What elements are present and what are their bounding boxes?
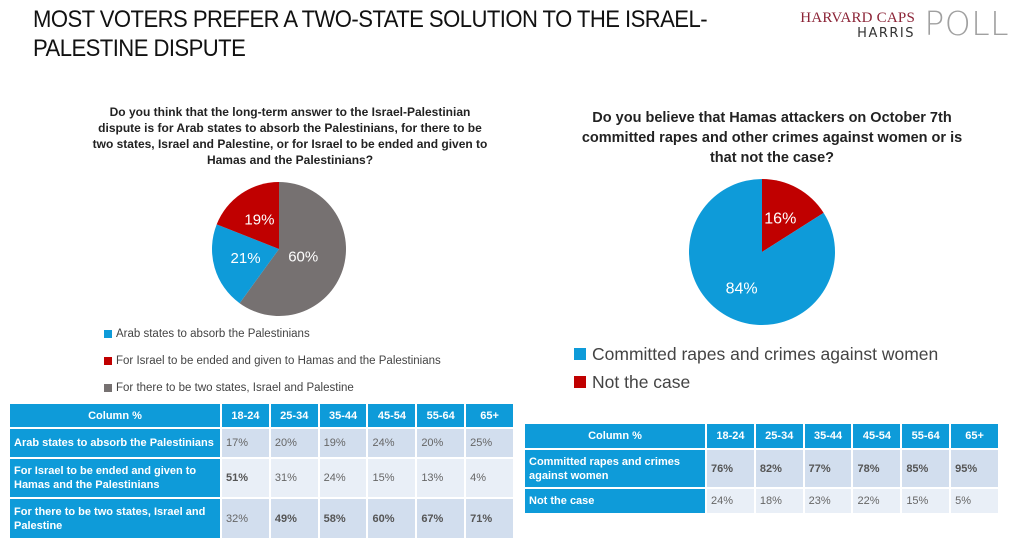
pie-slice-not-the-case (762, 179, 824, 252)
legend-item-committed: Committed rapes and crimes against women (574, 340, 938, 368)
table-header-row: Column % 18-24 25-34 35-44 45-54 55-64 6… (525, 424, 998, 448)
column-header: 35-44 (319, 404, 367, 427)
row-label: Arab states to absorb the Palestinians (10, 429, 220, 457)
logo-line-harvard-caps: HARVARD CAPS (800, 10, 915, 26)
logo-line-harris: HARRIS (857, 26, 915, 41)
table-cell: 58% (319, 499, 367, 538)
table-row: Not the case 24% 18% 23% 22% 15% 5% (525, 489, 998, 513)
table-row: For Israel to be ended and given to Hama… (10, 459, 513, 497)
legend-item-arab-states: Arab states to absorb the Palestinians (104, 320, 441, 347)
table-cell: 85% (902, 450, 950, 487)
column-header: Column % (525, 424, 705, 448)
table-cell: 24% (707, 489, 754, 513)
table-cell: 32% (222, 499, 269, 538)
legend-item-not-the-case: Not the case (574, 368, 938, 396)
row-label: For Israel to be ended and given to Hama… (10, 459, 220, 497)
table-header-row: Column % 18-24 25-34 35-44 45-54 55-64 6… (10, 404, 513, 427)
right-chart-question: Do you believe that Hamas attackers on O… (581, 110, 963, 166)
column-header: 25-34 (270, 404, 318, 427)
table-cell: 67% (417, 499, 465, 538)
pie-label-arab-states-to-absorb-the-palestinians: 21% (231, 250, 261, 267)
legend-item-israel-ended: For Israel to be ended and given to Hama… (104, 347, 441, 374)
legend-swatch-gray (104, 383, 112, 392)
column-header: 18-24 (707, 424, 754, 448)
pie-label-not-the-case: 16% (764, 210, 796, 227)
harvard-caps-harris-poll-logo: HARVARD CAPS HARRIS POLL (800, 4, 1015, 46)
column-header: 18-24 (222, 404, 269, 427)
right-chart-legend: Committed rapes and crimes against women… (574, 340, 938, 396)
table-cell: 82% (755, 450, 803, 487)
legend-swatch-red (104, 356, 112, 365)
legend-label: For there to be two states, Israel and P… (116, 381, 354, 394)
table-cell: 20% (270, 429, 318, 457)
legend-swatch-blue (574, 348, 586, 360)
left-chart-question: Do you think that the long-term answer t… (92, 105, 488, 167)
legend-label: For Israel to be ended and given to Hama… (116, 354, 441, 367)
table-cell: 78% (853, 450, 901, 487)
legend-label: Committed rapes and crimes against women (592, 343, 939, 364)
left-crosstab-table: Column % 18-24 25-34 35-44 45-54 55-64 6… (8, 402, 515, 540)
table-cell: 77% (804, 450, 852, 487)
row-label: Committed rapes and crimes against women (525, 450, 705, 487)
column-header: 65+ (951, 424, 998, 448)
column-header: 55-64 (902, 424, 950, 448)
table-cell: 5% (951, 489, 998, 513)
pie-label-committed-rapes-and-crimes-against-women: 84% (726, 281, 758, 298)
table-cell: 31% (270, 459, 318, 497)
table-cell: 13% (417, 459, 465, 497)
column-header: 45-54 (853, 424, 901, 448)
table-cell: 20% (417, 429, 465, 457)
table-cell: 17% (222, 429, 269, 457)
row-label: For there to be two states, Israel and P… (10, 499, 220, 538)
legend-label: Not the case (592, 371, 691, 392)
legend-swatch-red (574, 376, 586, 388)
oct7-crimes-pie-chart: 16% 84% (689, 179, 835, 325)
table-cell: 95% (951, 450, 998, 487)
table-cell: 18% (755, 489, 803, 513)
table-cell: 15% (902, 489, 950, 513)
pie-slice-arab-states-to-absorb-the-palestinians (212, 224, 279, 304)
column-header: 25-34 (755, 424, 803, 448)
right-crosstab-table: Column % 18-24 25-34 35-44 45-54 55-64 6… (523, 422, 1000, 515)
table-cell: 19% (319, 429, 367, 457)
pie-slice-for-israel-to-be-ended-and-given-to-hamas-and-the-palestinians (216, 182, 279, 249)
left-chart-legend: Arab states to absorb the Palestinians F… (104, 320, 441, 401)
table-cell: 4% (466, 459, 513, 497)
table-cell: 71% (466, 499, 513, 538)
pie-slice-for-there-to-be-two-states-israel-and-palestine (239, 182, 346, 316)
pie-label-for-israel-to-be-ended-and-given-to-hamas-and-the-palestinians: 19% (244, 212, 274, 229)
column-header: Column % (10, 404, 220, 427)
pie-label-for-there-to-be-two-states-israel-and-palestine: 60% (288, 248, 318, 265)
row-label: Not the case (525, 489, 705, 513)
table-cell: 24% (319, 459, 367, 497)
table-row: For there to be two states, Israel and P… (10, 499, 513, 538)
legend-label: Arab states to absorb the Palestinians (116, 327, 310, 340)
table-cell: 24% (368, 429, 416, 457)
table-cell: 23% (804, 489, 852, 513)
legend-swatch-blue (104, 329, 112, 338)
two-state-pie-chart: 60% 21% 19% (212, 182, 346, 316)
table-cell: 51% (222, 459, 269, 497)
column-header: 65+ (466, 404, 513, 427)
table-row: Committed rapes and crimes against women… (525, 450, 998, 487)
table-cell: 49% (270, 499, 318, 538)
column-header: 45-54 (368, 404, 416, 427)
table-cell: 60% (368, 499, 416, 538)
column-header: 35-44 (804, 424, 852, 448)
logo-poll: POLL (924, 4, 1009, 43)
table-cell: 15% (368, 459, 416, 497)
table-cell: 22% (853, 489, 901, 513)
table-row: Arab states to absorb the Palestinians 1… (10, 429, 513, 457)
column-header: 55-64 (417, 404, 465, 427)
table-cell: 25% (466, 429, 513, 457)
page-title: MOST VOTERS PREFER A TWO-STATE SOLUTION … (33, 6, 708, 62)
pie-slice-committed-rapes-and-crimes-against-women (689, 179, 835, 325)
table-cell: 76% (707, 450, 754, 487)
legend-item-two-states: For there to be two states, Israel and P… (104, 374, 441, 401)
